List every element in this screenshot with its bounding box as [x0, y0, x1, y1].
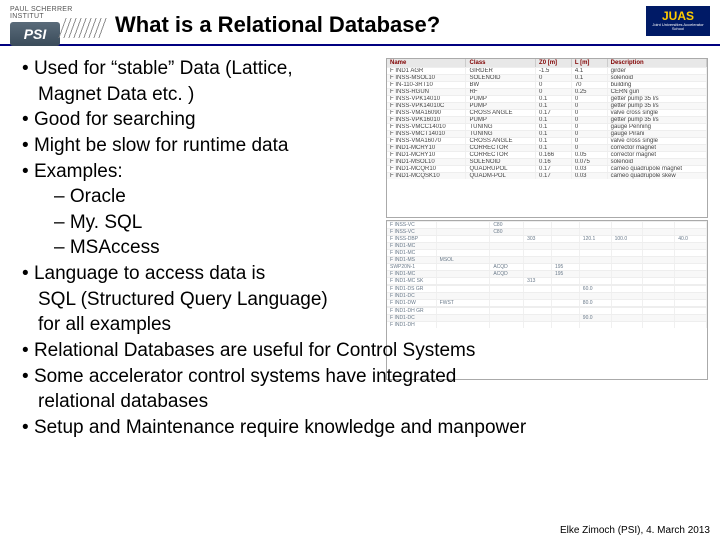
bullet-6: Relational Databases are useful for Cont… [22, 338, 702, 364]
bullet-1-cont: Magnet Data etc. ) [22, 82, 702, 108]
psi-mark: PSI [10, 22, 60, 46]
slide-header: PAUL SCHERRER INSTITUT PSI What is a Rel… [0, 0, 720, 46]
slide-footer: Elke Zimoch (PSI), 4. March 2013 [560, 525, 710, 536]
psi-logo: PAUL SCHERRER INSTITUT PSI [10, 6, 105, 40]
bullet-7-cont: relational databases [22, 389, 702, 415]
psi-stripes-icon [58, 18, 107, 38]
bullet-5: Language to access data is [22, 261, 702, 287]
bullet-5-cont2: for all examples [22, 312, 702, 338]
bullet-4a: Oracle [22, 184, 702, 210]
bullet-5-cont1: SQL (Structured Query Language) [22, 287, 702, 313]
bullet-2: Good for searching [22, 107, 702, 133]
bullet-4b: My. SQL [22, 210, 702, 236]
slide-title: What is a Relational Database? [115, 12, 440, 38]
bullet-1: Used for “stable” Data (Lattice, [22, 56, 702, 82]
bullet-8: Setup and Maintenance require knowledge … [22, 415, 702, 441]
bullet-list: Used for “stable” Data (Lattice, Magnet … [22, 56, 702, 441]
juas-logo-text: JUAS [662, 9, 694, 23]
slide-body: Used for “stable” Data (Lattice, Magnet … [0, 46, 720, 441]
juas-logo: JUAS Joint Universities Accelerator Scho… [646, 6, 710, 36]
bullet-4: Examples: [22, 159, 702, 185]
bullet-7: Some accelerator control systems have in… [22, 364, 702, 390]
bullet-3: Might be slow for runtime data [22, 133, 702, 159]
juas-logo-subtext: Joint Universities Accelerator School [647, 23, 709, 31]
bullet-4c: MSAccess [22, 235, 702, 261]
